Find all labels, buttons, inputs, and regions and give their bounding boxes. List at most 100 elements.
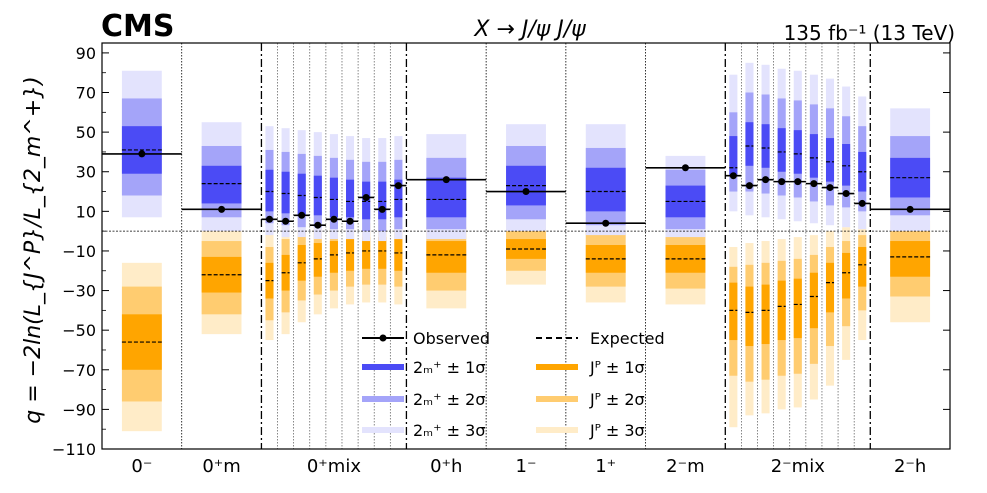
legend-jp-2sigma-label: Jᴾ ± 2σ (589, 390, 645, 409)
expected-distribution-boxes (121, 62, 931, 432)
legend-jp-1sigma-swatch (536, 364, 578, 370)
observed-point-6 (330, 215, 338, 223)
legend-2m-2sigma-label: 2ₘ⁺ ± 2σ (413, 390, 486, 409)
jp-sigma1-box-15 (729, 282, 738, 341)
category-label-0minus: 0⁻ (131, 456, 152, 477)
axes: −110 −90 −70 −50 −30 −10 10 30 50 70 90 (52, 42, 951, 459)
observed-point-13 (602, 219, 610, 227)
2m-sigma1-box-4 (297, 173, 306, 216)
observed-point-10 (394, 182, 402, 190)
legend-jp-3sigma-swatch (536, 427, 578, 433)
jp-sigma1-box-21 (825, 262, 835, 313)
observed-point-15 (729, 172, 737, 180)
observed-point-14 (681, 164, 689, 172)
legend-jp-2sigma-swatch (536, 396, 578, 402)
observed-series (102, 150, 950, 229)
legend-jp-3sigma-label: Jᴾ ± 3σ (589, 421, 645, 440)
category-label-2minus_mix: 2⁻mix (771, 456, 825, 477)
2m-sigma1-box-3 (281, 171, 290, 214)
jp-sigma1-box-8 (362, 237, 371, 269)
category-labels: 0⁻ 0⁺m 0⁺mix 0⁺h 1⁻ 1⁺ 2⁻m 2⁻mix 2⁻h (131, 456, 926, 477)
legend-2m-2sigma-swatch (362, 396, 404, 402)
observed-point-17 (762, 176, 770, 184)
plot-frame (101, 42, 951, 450)
category-label-0plus_mix: 0⁺mix (307, 456, 361, 477)
observed-point-19 (794, 178, 802, 186)
2m-sigma1-box-22 (842, 144, 851, 186)
jp-sigma1-box-19 (793, 278, 802, 339)
experiment-label: CMS (101, 9, 174, 44)
jp-sigma1-box-6 (329, 241, 338, 273)
jp-sigma1-box-20 (809, 272, 818, 329)
y-tick-label-90: 90 (76, 44, 96, 63)
category-label-0plus_m: 0⁺m (202, 456, 241, 477)
category-label-0plus_h: 0⁺h (430, 456, 462, 477)
2m-sigma1-box-6 (329, 177, 338, 218)
category-label-1minus: 1⁻ (516, 456, 537, 477)
2m-sigma1-box-13 (585, 167, 626, 212)
legend-2m-1sigma-swatch (362, 364, 404, 370)
jp-sigma1-box-2 (265, 262, 274, 299)
jp-sigma1-box-3 (281, 254, 290, 291)
observed-point-23 (858, 199, 866, 207)
observed-point-21 (826, 184, 834, 192)
y-axis-label: q = −2ln(L_{J^P}/L_{2_m^+}) (21, 76, 46, 423)
observed-point-22 (842, 190, 850, 198)
y-tick-label-10: 10 (76, 202, 96, 221)
observed-point-3 (282, 217, 290, 225)
2m-sigma1-box-9 (378, 181, 387, 220)
legend-2m-1sigma-label: 2ₘ⁺ ± 1σ (413, 358, 486, 377)
2m-sigma1-box-20 (809, 134, 818, 178)
2m-sigma1-box-19 (793, 130, 802, 174)
legend-observed-label: Observed (413, 329, 490, 348)
observed-point-1 (218, 205, 226, 213)
legend-2m-3sigma-label: 2ₘ⁺ ± 3σ (413, 421, 486, 440)
category-dividers (181, 43, 871, 449)
jp-sigma1-box-18 (777, 280, 786, 341)
observed-point-5 (314, 221, 322, 229)
2m-sigma1-box-11 (426, 177, 467, 218)
jp-sigma1-box-17 (761, 284, 770, 345)
observed-point-4 (298, 211, 306, 219)
observed-point-24 (906, 205, 914, 213)
jp-sigma1-box-4 (297, 245, 306, 281)
2m-sigma1-box-21 (825, 138, 835, 182)
observed-point-11 (442, 176, 450, 184)
y-tick-label-30: 30 (76, 163, 96, 182)
y-tick-label--110: −110 (52, 440, 96, 459)
observed-point-9 (378, 205, 386, 213)
y-tick-label--70: −70 (62, 361, 96, 380)
observed-point-18 (778, 178, 786, 186)
y-tick-label--30: −30 (62, 282, 96, 301)
y-tick-label--10: −10 (62, 242, 96, 261)
2m-sigma1-box-18 (777, 128, 786, 172)
jp-sigma1-box-10 (394, 239, 403, 271)
2m-sigma1-box-23 (858, 151, 867, 192)
jp-sigma1-box-24 (890, 241, 931, 277)
2m-sigma1-box-7 (346, 179, 355, 218)
jp-sigma1-box-5 (313, 243, 322, 277)
observed-point-16 (745, 182, 753, 190)
y-tick-label-70: 70 (76, 84, 96, 103)
jp-sigma1-box-23 (858, 246, 867, 287)
jp-sigma1-box-9 (378, 237, 387, 269)
category-label-2minus_h: 2⁻h (894, 456, 926, 477)
legend-jp-1sigma-label: Jᴾ ± 1σ (589, 358, 645, 377)
2m-sigma1-box-16 (745, 122, 754, 166)
2m-sigma1-box-17 (761, 124, 770, 168)
observed-point-2 (265, 215, 273, 223)
legend: Observed Expected 2ₘ⁺ ± 1σ 2ₘ⁺ ± 2σ 2ₘ⁺ … (362, 329, 665, 440)
y-tick-label--50: −50 (62, 321, 96, 340)
luminosity-label: 135 fb⁻¹ (13 TeV) (784, 21, 955, 45)
observed-point-7 (346, 217, 354, 225)
observed-point-12 (522, 188, 530, 196)
2m-sigma1-box-2 (265, 169, 274, 212)
observed-point-8 (362, 193, 370, 201)
legend-observed-marker (379, 334, 387, 342)
2m-sigma1-box-10 (394, 179, 403, 218)
category-label-1plus: 1⁺ (595, 456, 616, 477)
y-tick-label-50: 50 (76, 123, 96, 142)
jp-sigma1-box-22 (842, 252, 851, 299)
category-label-2minus_m: 2⁻m (666, 456, 705, 477)
